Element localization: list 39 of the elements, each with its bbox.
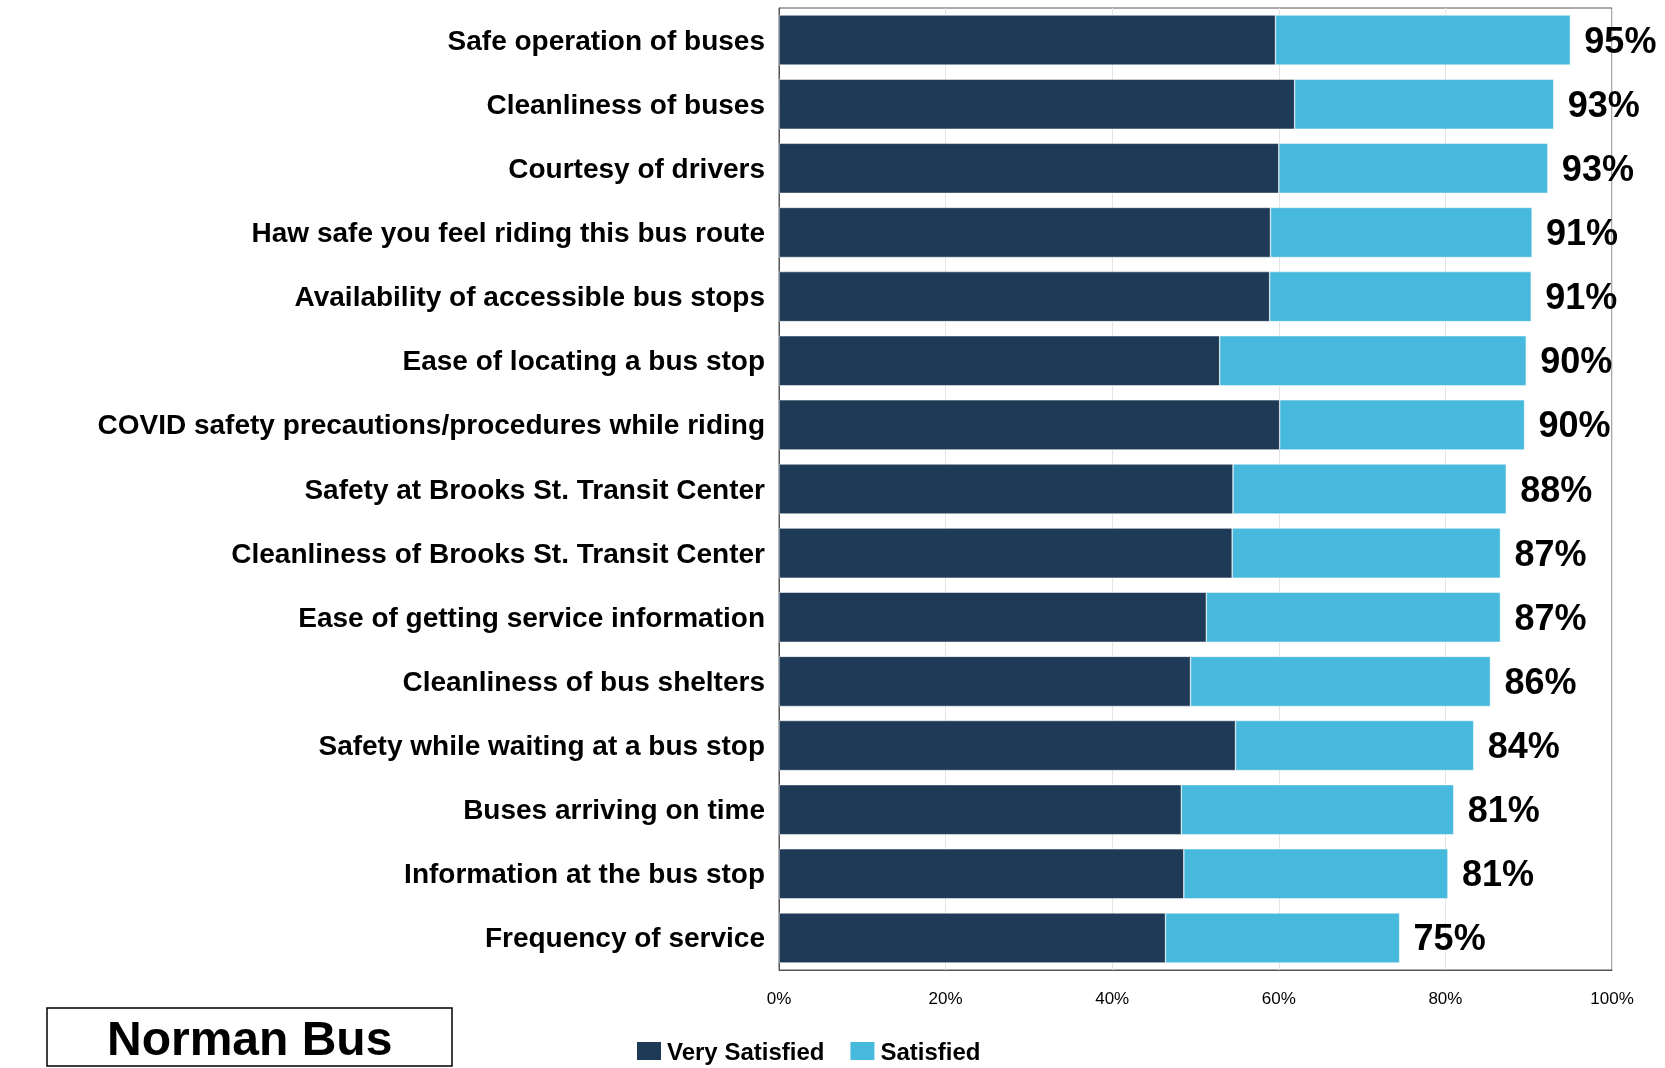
x-tick-label: 80% xyxy=(1428,989,1463,1008)
total-label: 87% xyxy=(1514,596,1587,638)
legend-label: Satisfied xyxy=(880,1037,981,1065)
y-tick-label: Cleanliness of bus shelters xyxy=(402,665,765,697)
x-tick-label: 60% xyxy=(1261,989,1296,1008)
y-tick-label: Safety at Brooks St. Transit Center xyxy=(304,473,766,505)
y-tick-label: Cleanliness of Brooks St. Transit Center xyxy=(231,537,766,569)
y-tick-label: Ease of locating a bus stop xyxy=(402,345,765,377)
text: Norman Bus xyxy=(107,1011,393,1065)
total-label: 81% xyxy=(1467,789,1540,831)
y-tick-label: Ease of getting service information xyxy=(298,601,765,633)
total-label: 95% xyxy=(1584,19,1657,61)
y-tick-label: Cleanliness of buses xyxy=(486,88,765,120)
y-tick-label: Frequency of service xyxy=(484,922,765,954)
total-label: 88% xyxy=(1520,468,1593,510)
total-label: 90% xyxy=(1538,404,1611,446)
x-tick-label: 0% xyxy=(766,989,792,1008)
total-label: 84% xyxy=(1487,725,1560,767)
y-tick-label: Buses arriving on time xyxy=(463,794,765,826)
total-label: 87% xyxy=(1514,532,1587,574)
total-label: 81% xyxy=(1461,853,1534,895)
total-label: 90% xyxy=(1540,340,1613,382)
total-label: 91% xyxy=(1546,211,1619,253)
y-tick-label: Courtesy of drivers xyxy=(508,152,765,184)
x-tick-label: 100% xyxy=(1590,989,1634,1008)
total-label: 91% xyxy=(1545,276,1618,318)
y-tick-label: Availability of accessible bus stops xyxy=(294,281,765,313)
x-tick-label: 20% xyxy=(928,989,963,1008)
total-label: 86% xyxy=(1504,660,1577,702)
total-label: 75% xyxy=(1413,917,1486,959)
y-tick-label: Haw safe you feel riding this bus route xyxy=(251,216,765,248)
y-tick-label: Information at the bus stop xyxy=(404,858,765,890)
y-tick-label: Safe operation of buses xyxy=(447,24,765,56)
x-tick-label: 40% xyxy=(1095,989,1130,1008)
total-label: 93% xyxy=(1567,83,1640,125)
y-tick-label: COVID safety precautions/procedures while riding xyxy=(97,409,765,441)
total-label: 93% xyxy=(1561,147,1634,189)
legend-label: Very Satisfied xyxy=(667,1037,825,1065)
y-tick-label: Safety while waiting at a bus stop xyxy=(318,730,765,762)
